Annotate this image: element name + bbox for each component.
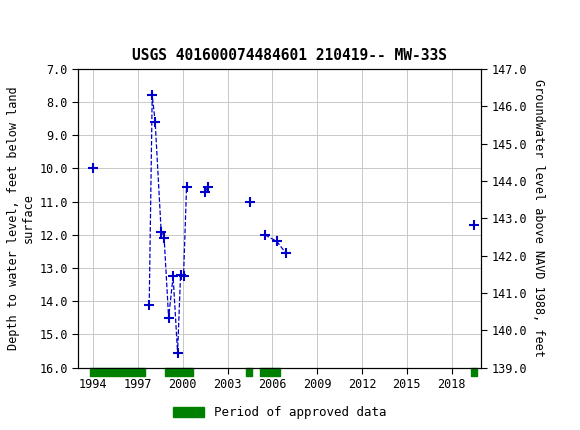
Y-axis label: Depth to water level, feet below land
surface: Depth to water level, feet below land su… [7, 86, 35, 350]
Bar [3, 3, 78, 42]
Text: USGS 401600074484601 210419-- MW-33S: USGS 401600074484601 210419-- MW-33S [132, 49, 448, 63]
Text: USGS: USGS [6, 14, 49, 31]
Y-axis label: Groundwater level above NAVD 1988, feet: Groundwater level above NAVD 1988, feet [532, 79, 545, 357]
Text: ▒█USGS: ▒█USGS [3, 15, 73, 31]
Legend: Period of approved data: Period of approved data [168, 401, 392, 424]
